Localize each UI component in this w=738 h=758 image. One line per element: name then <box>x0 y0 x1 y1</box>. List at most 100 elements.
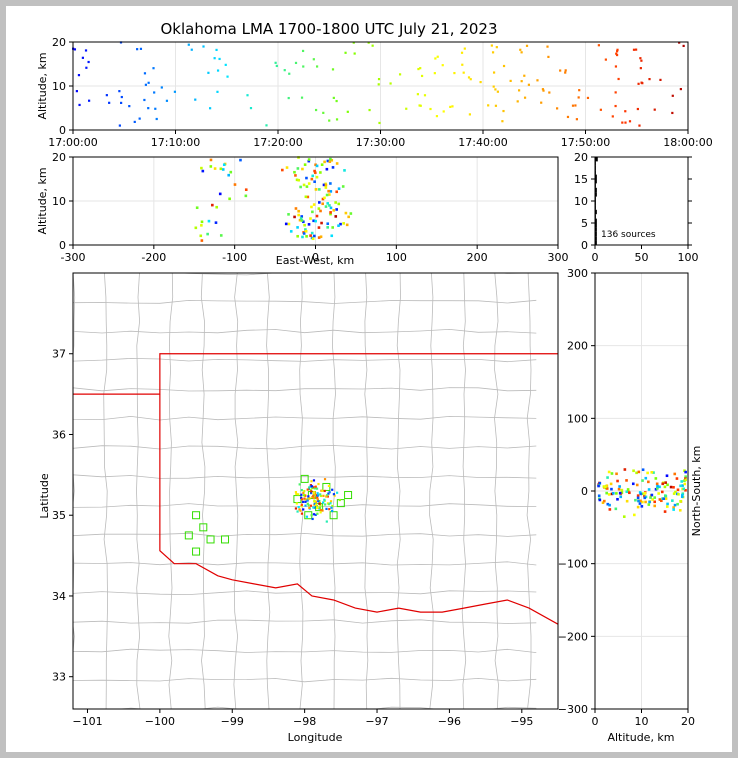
north-south-altitude-point <box>604 485 607 488</box>
time-altitude-point <box>418 104 421 107</box>
time-altitude-point <box>87 60 90 64</box>
east-west-altitude-point <box>335 162 339 165</box>
east-west-altitude-point <box>304 229 308 233</box>
county-line <box>200 273 206 709</box>
plan-view-point <box>331 488 334 491</box>
plan-view-point <box>311 486 314 490</box>
north-south-altitude-point <box>679 484 682 488</box>
north-south-altitude-point <box>631 482 635 486</box>
plan-view-point <box>333 494 336 497</box>
histogram-bar <box>595 179 597 184</box>
time-altitude-point <box>346 110 349 113</box>
plan-view-point <box>318 506 322 509</box>
time-altitude-point <box>246 94 249 97</box>
north-south-altitude-point <box>656 487 659 490</box>
plan-view-point <box>326 495 329 498</box>
time-altitude-point <box>78 103 81 107</box>
time-altitude-point <box>487 104 490 107</box>
plan-view-point <box>296 510 299 513</box>
histogram-bar <box>595 192 597 197</box>
time-altitude-point <box>678 41 681 44</box>
latitude-ylabel: Latitude <box>38 473 51 519</box>
north-south-altitude-point <box>608 503 611 507</box>
north-south-altitude-point <box>608 508 612 511</box>
east-west-altitude-point <box>309 217 312 220</box>
altitude-tick-label: 15 <box>574 173 588 186</box>
north-south-altitude-point <box>651 498 654 501</box>
county-line <box>73 503 537 508</box>
east-west-altitude-point <box>200 166 203 170</box>
time-altitude-point <box>419 104 422 107</box>
county-line <box>73 590 537 596</box>
time-altitude-point <box>423 94 427 97</box>
east-west-altitude-point <box>313 169 316 173</box>
plan-view-point <box>306 499 309 502</box>
time-altitude-point <box>632 48 636 51</box>
plan-view-point <box>294 507 298 510</box>
time-altitude-point <box>494 104 498 107</box>
east-west-altitude-point <box>311 174 315 178</box>
east-west-altitude-point <box>329 212 332 216</box>
north-south-altitude-point <box>684 478 687 482</box>
time-altitude-point <box>344 51 347 54</box>
longitude-tick-label: −97 <box>365 715 388 728</box>
north-south-altitude-point <box>603 499 606 503</box>
plan-view-point <box>336 491 339 494</box>
north-south-altitude-point <box>616 497 619 501</box>
plan-view-point <box>310 485 314 488</box>
east-west-altitude-point <box>317 207 321 210</box>
time-altitude-point <box>636 107 639 111</box>
time-altitude-point <box>624 121 627 124</box>
east-west-altitude-point <box>207 219 211 223</box>
time-altitude-point <box>641 82 644 85</box>
time-altitude-point <box>118 124 121 127</box>
time-altitude-point <box>441 64 444 67</box>
county-line <box>73 619 537 624</box>
north-south-altitude-point <box>647 488 651 491</box>
time-altitude-point <box>540 101 543 104</box>
plan-view-map-panel: −101 −100 −99 −98 −97 −96 −95 33 34 35 36 37 Longit… <box>38 272 559 744</box>
plan-view-point <box>327 484 331 488</box>
east-west-altitude-point <box>339 222 342 226</box>
time-altitude-point <box>624 110 627 113</box>
east-west-altitude-point <box>315 214 319 218</box>
time-altitude-point <box>213 57 216 60</box>
station-marker <box>192 547 201 556</box>
histogram-bar <box>595 218 597 223</box>
east-west-altitude-point <box>219 167 223 171</box>
time-altitude-point <box>143 72 147 75</box>
plan-view-point <box>332 493 336 496</box>
time-altitude-point <box>81 56 84 59</box>
histogram-bar <box>595 157 598 162</box>
north-south-altitude-point <box>642 494 646 498</box>
time-altitude-point <box>75 90 78 93</box>
east-west-altitude-point <box>219 234 223 237</box>
plan-view-point <box>327 492 330 495</box>
east-west-altitude-point <box>213 167 217 170</box>
county-line <box>73 415 537 421</box>
time-tick-label: 17:10:00 <box>151 136 200 149</box>
north-south-altitude-point <box>610 487 613 491</box>
time-altitude-point <box>419 67 422 70</box>
east-west-altitude-point <box>337 187 341 190</box>
east-west-altitude-point <box>314 171 317 175</box>
time-altitude-point <box>108 101 111 104</box>
time-altitude-point <box>467 76 471 79</box>
north-south-altitude-point <box>682 487 686 491</box>
north-south-altitude-point <box>616 479 619 483</box>
county-line <box>364 273 369 709</box>
east-west-altitude-point <box>341 185 345 188</box>
north-south-altitude-point <box>671 499 674 502</box>
time-altitude-point <box>640 59 643 62</box>
plan-view-point <box>308 506 311 509</box>
time-altitude-point <box>187 43 190 46</box>
north-south-altitude-point <box>664 497 668 500</box>
east-west-altitude-point <box>300 219 304 222</box>
north-south-altitude-point <box>666 502 669 506</box>
plan-view-point <box>310 514 313 517</box>
east-west-altitude-point <box>200 220 204 224</box>
east-west-altitude-point <box>307 182 311 185</box>
altitude-tick-label: 0 <box>581 239 588 252</box>
north-south-altitude-point <box>626 488 630 491</box>
latitude-tick-label: 37 <box>52 348 66 361</box>
